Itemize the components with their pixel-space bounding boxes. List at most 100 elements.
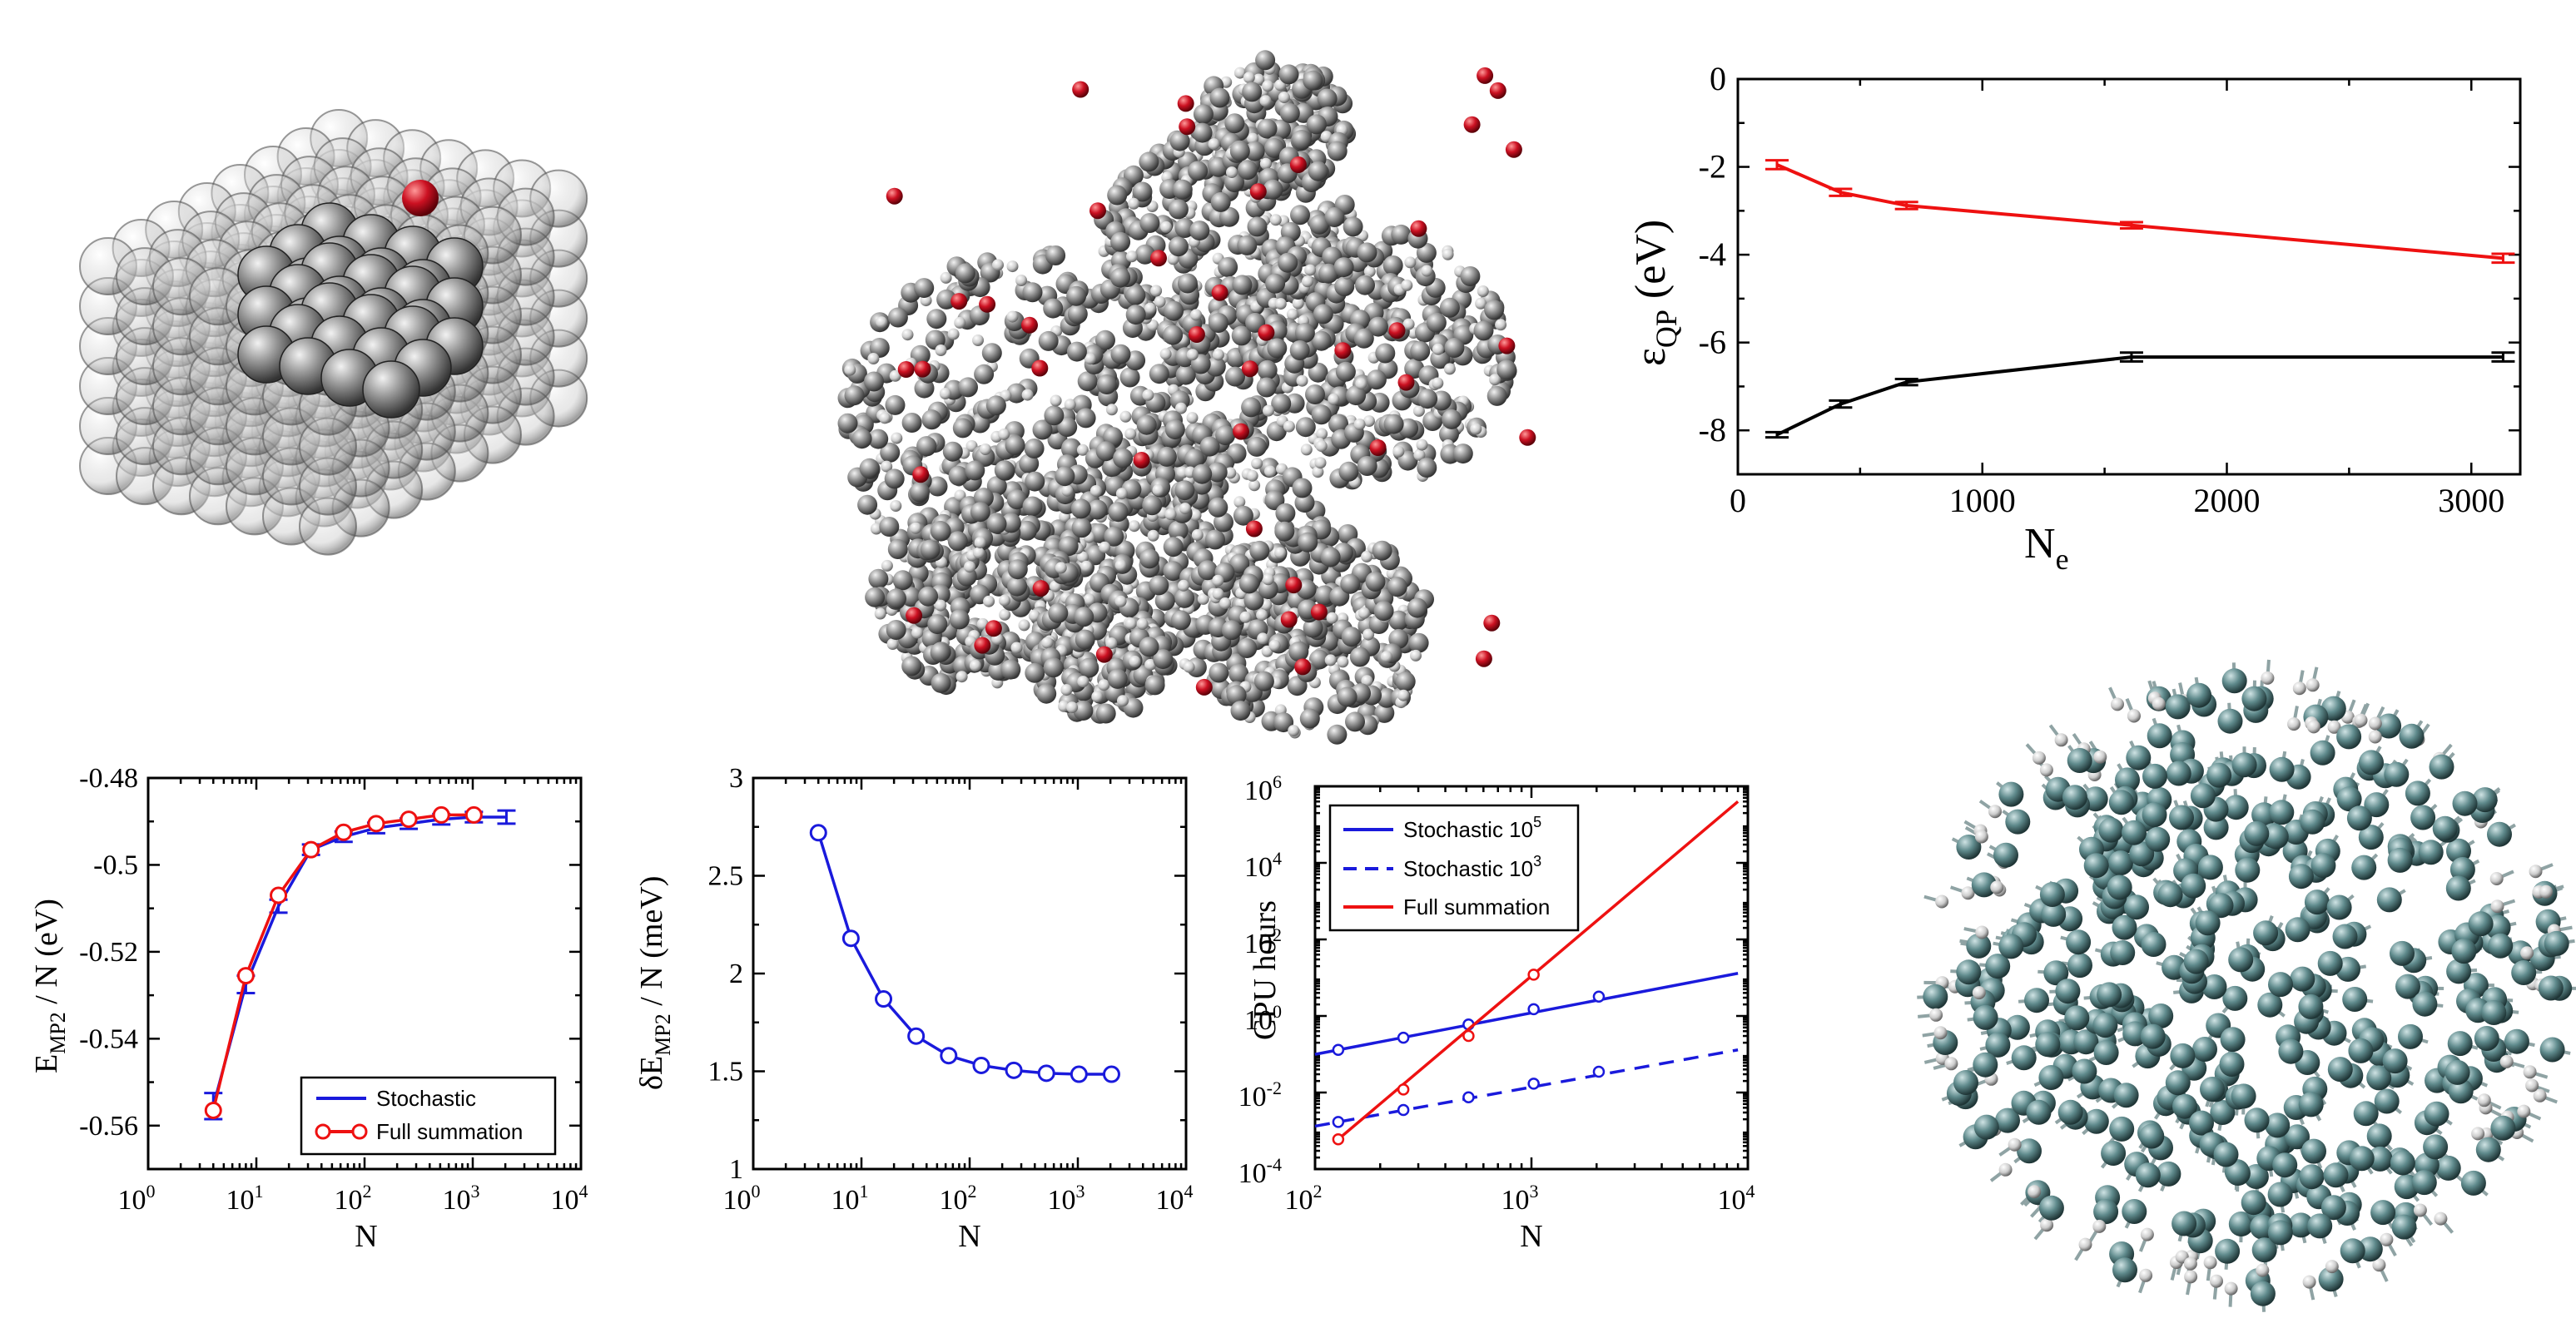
adsorbate-atom [402,180,439,216]
hydrogen-atom [1021,389,1034,401]
carbon-atom [1110,231,1131,252]
silicon-atom [2391,1214,2417,1240]
carbon-atom [1303,70,1323,91]
silicon-atom [2092,1013,2118,1038]
silicon-atom [2066,929,2092,955]
carbon-atom [1294,323,1315,343]
hydrogen-atom [1186,349,1199,361]
hydrogen-atom [1119,410,1132,423]
chart-quasiparticle-energy: 0 1000 2000 3000 0 -2 -4 -6 -8 Ne εQP (eV) [1627,60,2522,576]
hydrogen-atom [1404,256,1417,269]
oxygen-atom [1519,429,1536,446]
carbon-atom [1353,328,1374,349]
silicon-atom [2195,910,2221,936]
hydrogen-atom [1167,253,1179,265]
carbon-atom [1341,627,1362,647]
data-point [809,824,827,842]
oxygen-atom [979,295,996,313]
carbon-atom [1095,330,1115,350]
carbon-atom [1170,610,1191,631]
oxygen-atom [897,361,915,378]
carbon-atom [901,656,922,676]
oxygen-atom [1177,95,1194,112]
hydrogen-atom [1164,508,1177,521]
carbon-atom [1139,213,1160,233]
silicon-atom [2169,805,2194,830]
hydrogen-atom [1147,529,1159,542]
hydrogen-atom [969,660,981,671]
hydrogen-atom [1283,420,1295,433]
hydrogen-atom [1278,92,1290,103]
carbon-atom [1139,637,1159,657]
silicon-atom [2213,1142,2239,1167]
carbon-atom [1313,304,1333,325]
hydrogen-atom [1124,428,1137,440]
x-axis-label: Ne [2024,520,2069,576]
silicon-atom [2336,724,2362,750]
oxygen-atom [1477,67,1494,84]
data-point [972,1056,990,1074]
silicon-atom [2288,864,2314,889]
carbon-atom [1375,343,1396,364]
carbon-atom [1253,671,1274,691]
carbon-atom [1075,629,1095,650]
legend-entry: Stochastic 103 [1403,853,1541,881]
hydrogen-atom [2111,697,2124,711]
hydrogen-atom [2210,1274,2223,1288]
oxygen-atom [906,607,923,624]
oxygen-atom [912,466,930,483]
hydrogen-atom [886,638,899,650]
silicon-atom [2447,1031,2473,1057]
y-tick-label: 1 [729,1154,743,1185]
carbon-atom [1205,529,1225,550]
carbon-atom [1163,325,1184,345]
carbon-atom [1110,344,1131,364]
carbon-atom [1417,389,1438,409]
carbon-atom [1278,64,1299,85]
x-tick-label: 103 [1501,1181,1539,1216]
hydrogen-atom [1263,404,1274,417]
x-tick-exponent: 2 [363,1181,372,1202]
carbon-atom [1164,419,1185,440]
silicon-atom [2366,1123,2392,1149]
silicon-atom [2219,1052,2245,1077]
hydrogen-atom [1300,443,1313,456]
carbon-atom [1232,275,1253,295]
silicon-atom [2064,1005,2090,1031]
carbon-atom [887,307,908,328]
oxygen-atom [1280,611,1298,628]
hydrogen-atom [1126,250,1138,263]
data-point [335,823,353,841]
hydrogen-atom [1257,632,1269,645]
silicon-atom [2157,882,2183,908]
silicon-atom [1998,934,2024,959]
carbon-atom [1019,453,1040,474]
carbon-atom [868,429,889,449]
hydrogen-atom [2477,1093,2491,1107]
hydrogen-atom [2434,1212,2448,1226]
hydrogen-atom [891,432,903,444]
series-line [816,832,1112,1076]
oxygen-atom [1211,284,1228,301]
y-axis-label: εQP (eV) [1627,220,1683,366]
carbon-atom [1208,313,1228,333]
carbon-atom [918,586,939,607]
carbon-atom [1045,245,1066,265]
oxygen-atom [1289,156,1307,173]
x-tick-label: 102 [940,1181,977,1216]
carbon-atom [1357,456,1377,476]
carbon-atom [1142,495,1163,516]
carbon-atom [1256,377,1277,398]
silicon-atom [2165,1070,2191,1096]
data-point [1462,1029,1475,1043]
silicon-atom [2067,953,2092,979]
carbon-atom [1079,657,1099,678]
carbon-atom [1119,367,1140,388]
carbon-atom [1125,285,1146,305]
carbon-atom [948,465,969,486]
y-tick-label: 104 [1244,848,1282,883]
hydrogen-atom [881,460,893,473]
silicon-atom [1993,842,2018,868]
x-tick-label: 100 [118,1181,156,1216]
